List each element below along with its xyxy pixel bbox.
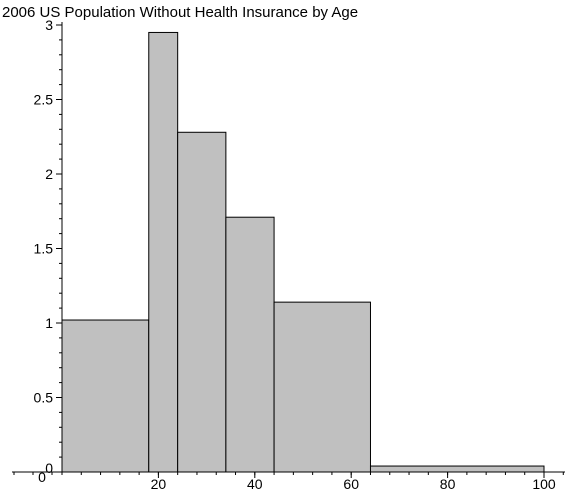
y-zero-label: 0 (45, 460, 53, 476)
bar-0-18 (61, 319, 150, 473)
x-tick-label: 40 (247, 476, 263, 492)
chart-title: 2006 US Population Without Health Insura… (2, 4, 359, 21)
x-tick-label: 20 (151, 476, 167, 492)
x-tick-label: 60 (343, 476, 359, 492)
y-tick-label: 2 (45, 166, 53, 182)
y-tick-label: 1 (45, 315, 53, 331)
x-tick-label: 100 (532, 476, 556, 492)
bar-44-64 (273, 301, 371, 473)
bar-24-34 (177, 131, 227, 473)
y-tick-label: 2.5 (34, 92, 54, 108)
y-tick-label: 0.5 (34, 390, 54, 406)
bar-18-24 (148, 31, 179, 473)
axes-group: 20 40 60 80 100 0 0.5 1 1.5 2 2.5 3 0 (12, 17, 565, 492)
bars-group (61, 31, 545, 473)
x-origin-label: 0 (38, 469, 46, 485)
bar-34-44 (225, 216, 275, 473)
y-tick-label: 1.5 (34, 241, 54, 257)
bar-64-100 (369, 465, 545, 473)
y-tick-label: 3 (45, 17, 53, 33)
x-tick-label: 80 (440, 476, 456, 492)
